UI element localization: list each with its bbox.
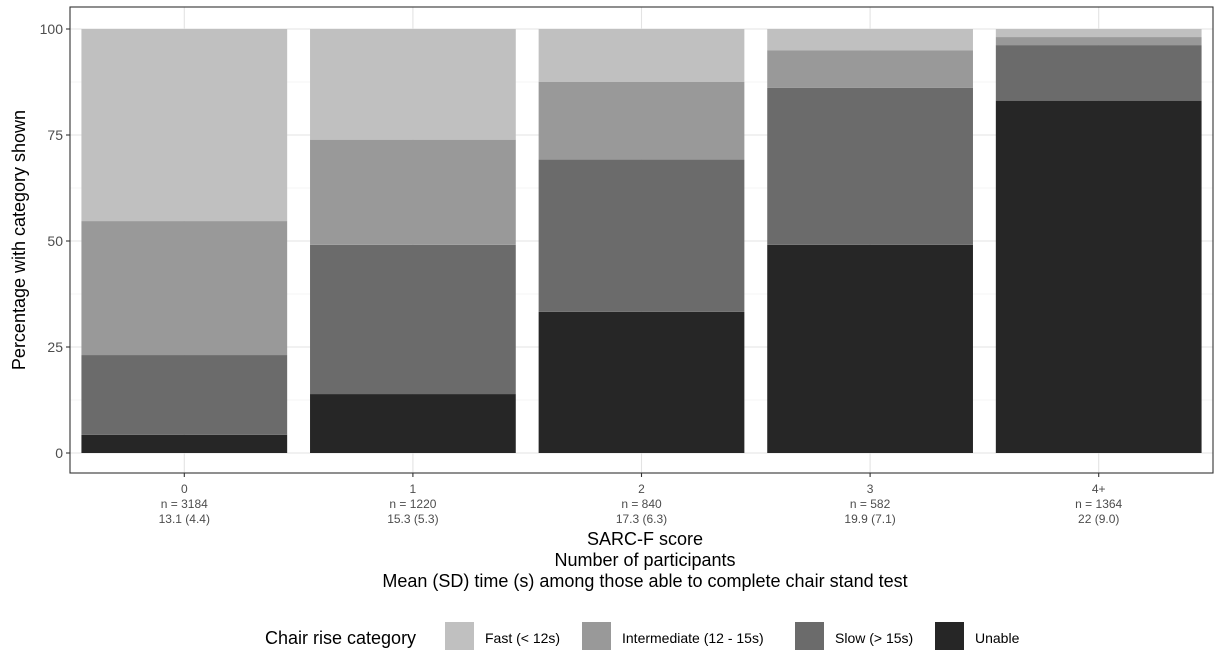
x-mean-sd-label: 17.3 (6.3) [616, 512, 667, 526]
legend: Chair rise category Fast (< 12s) Intermed… [265, 622, 1020, 650]
bar-segment-1-series-2 [310, 139, 516, 245]
y-tick-label: 0 [55, 445, 63, 461]
bar-segment-3-series-1 [767, 87, 973, 245]
legend-key [445, 622, 474, 650]
x-mean-sd-label: 19.9 (7.1) [844, 512, 895, 526]
bar-segment-4+-series-0 [995, 100, 1202, 453]
x-axis-title-line-1: SARC-F score [587, 529, 703, 549]
legend-label: Fast (< 12s) [485, 630, 560, 646]
bar-segment-2-series-2 [538, 82, 745, 160]
bars [81, 29, 1202, 453]
legend-key [935, 622, 964, 650]
legend-label: Slow (> 15s) [835, 630, 913, 646]
bar-segment-2-series-1 [538, 159, 745, 312]
x-mean-sd-label: 22 (9.0) [1078, 512, 1119, 526]
bar-segment-1-series-3 [310, 29, 516, 140]
legend-label: Unable [975, 630, 1020, 646]
x-n-label: n = 1364 [1075, 497, 1122, 511]
y-axis-title: Percentage with category shown [9, 110, 29, 370]
bar-segment-2-series-3 [538, 29, 745, 82]
bar-segment-3-series-3 [767, 29, 973, 51]
x-axis-title-line-3: Mean (SD) time (s) among those able to c… [382, 571, 907, 591]
bar-segment-4+-series-3 [995, 29, 1202, 38]
bar-segment-4+-series-1 [995, 45, 1202, 101]
x-tick-label: 3 [867, 482, 874, 496]
bar-segment-1-series-1 [310, 244, 516, 395]
legend-key [795, 622, 824, 650]
x-n-label: n = 3184 [161, 497, 208, 511]
legend-title: Chair rise category [265, 628, 416, 648]
bar-segment-4+-series-2 [995, 37, 1202, 46]
x-axis-title-line-2: Number of participants [554, 550, 735, 570]
bar-segment-0-series-1 [81, 355, 288, 435]
legend-key [582, 622, 611, 650]
x-tick-label: 2 [638, 482, 645, 496]
bar-segment-0-series-2 [81, 221, 288, 356]
bar-segment-2-series-0 [538, 311, 745, 453]
x-n-label: n = 840 [621, 497, 662, 511]
bar-segment-1-series-0 [310, 394, 516, 453]
bar-segment-0-series-0 [81, 434, 288, 453]
y-tick-label: 25 [47, 339, 63, 355]
x-tick-label: 4+ [1092, 482, 1106, 496]
y-axis: 0 25 50 75 100 [40, 21, 70, 461]
x-n-label: n = 1220 [389, 497, 436, 511]
x-n-label: n = 582 [850, 497, 891, 511]
y-tick-label: 50 [47, 233, 63, 249]
y-tick-label: 75 [47, 127, 63, 143]
x-tick-label: 1 [410, 482, 417, 496]
legend-label: Intermediate (12 - 15s) [622, 630, 764, 646]
x-tick-label: 0 [181, 482, 188, 496]
x-mean-sd-label: 13.1 (4.4) [159, 512, 210, 526]
x-mean-sd-label: 15.3 (5.3) [387, 512, 438, 526]
y-tick-label: 100 [40, 21, 64, 37]
bar-segment-3-series-2 [767, 50, 973, 88]
bar-segment-0-series-3 [81, 29, 288, 222]
bar-segment-3-series-0 [767, 244, 973, 453]
